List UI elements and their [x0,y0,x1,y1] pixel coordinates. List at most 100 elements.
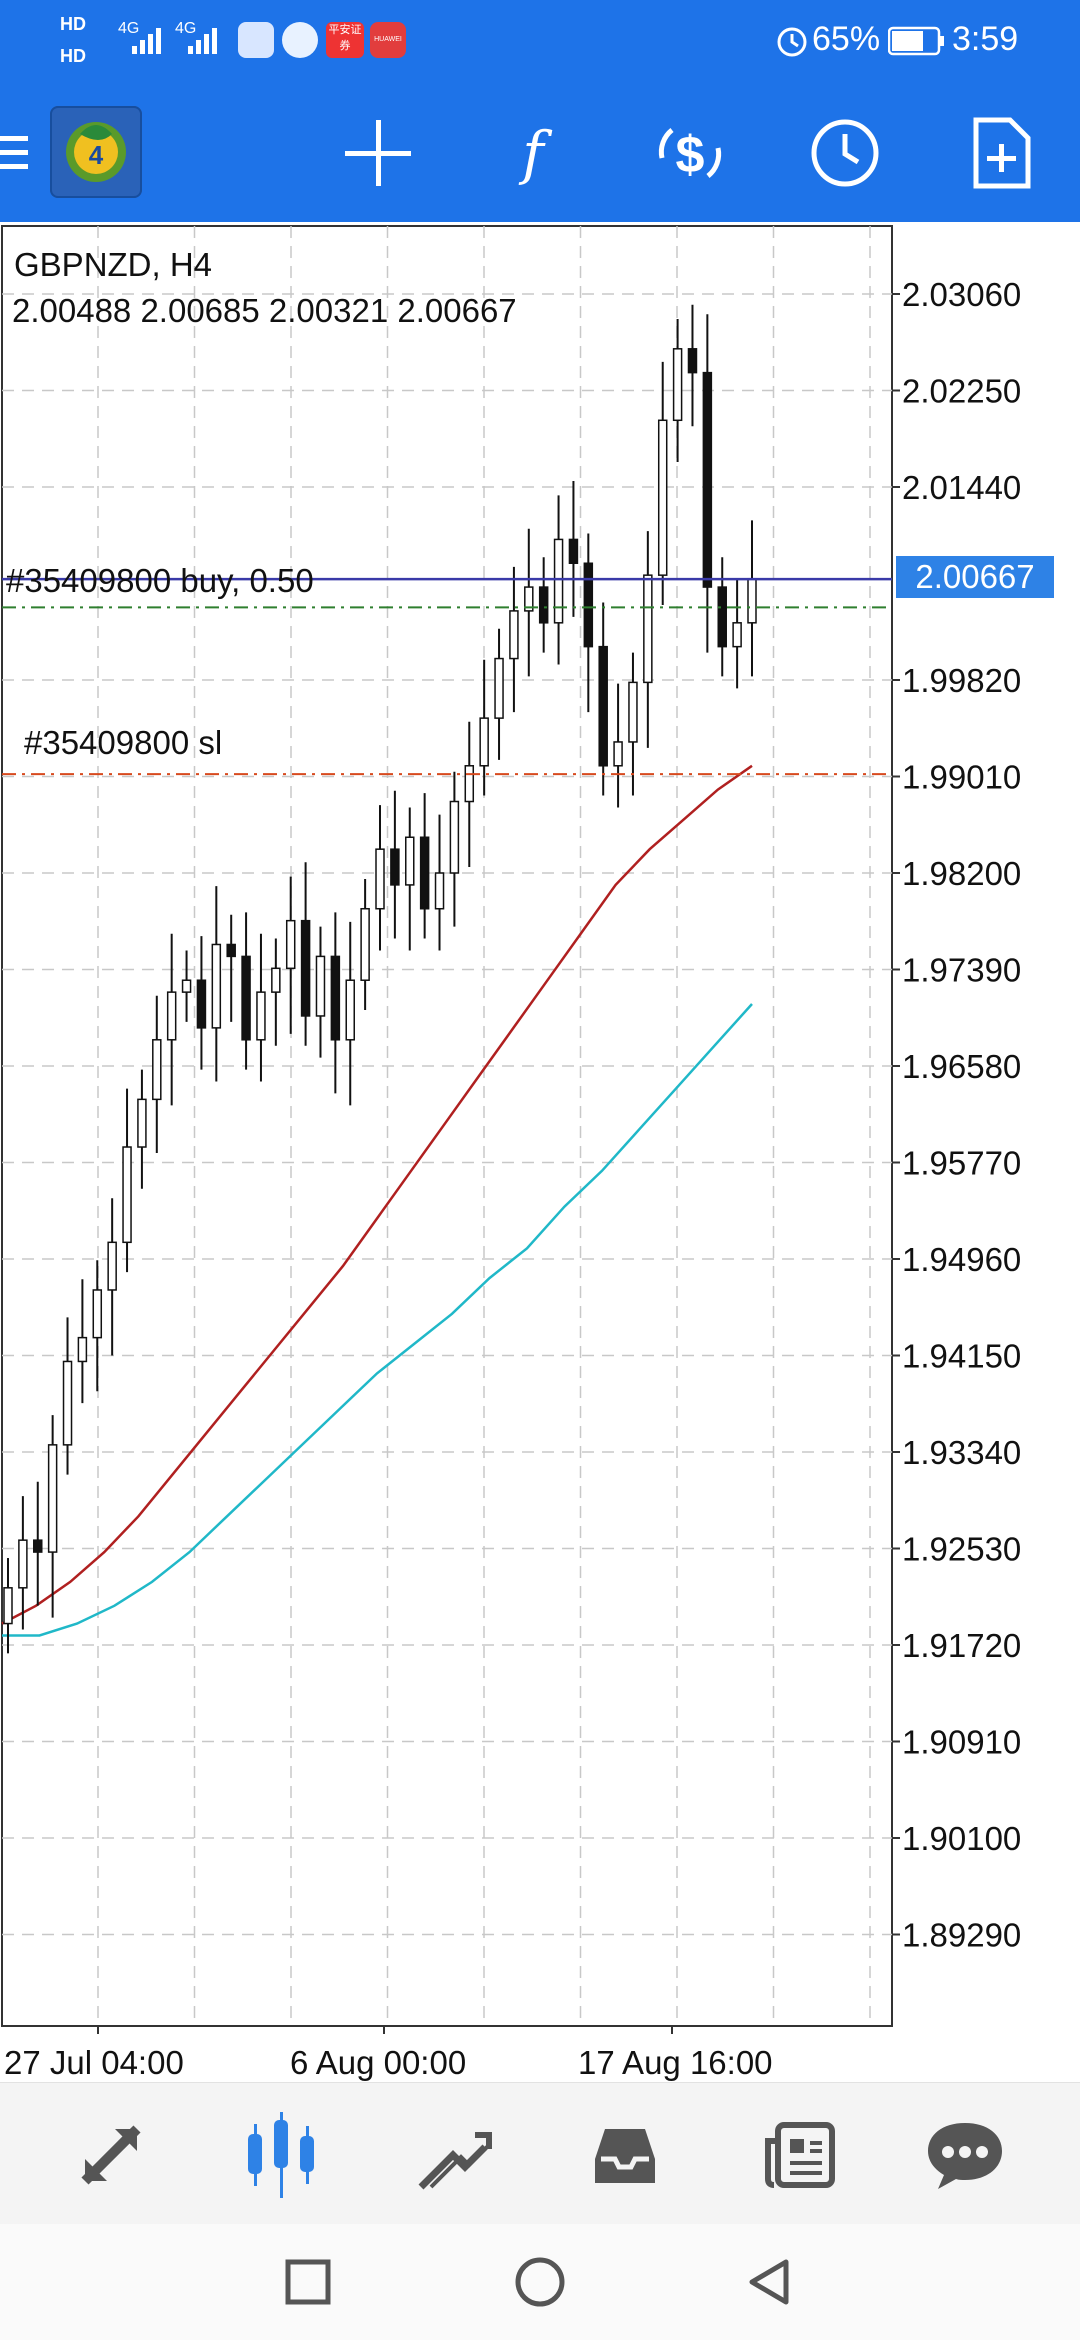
candle-body [643,574,653,684]
huawei-app-icon: HUAWEI [370,22,406,58]
indicators-icon[interactable]: f [488,108,578,198]
candle-body [553,538,564,624]
time-axis-label: 27 Jul 04:00 [4,2044,184,2081]
price-axis-label: 1.99010 [902,759,1021,796]
candle-body [538,586,549,624]
candle-body [613,741,623,767]
quotes-icon[interactable] [56,2100,166,2210]
candle-body [360,907,370,981]
candle-body [657,419,668,576]
ohlc-values: 2.00488 2.00685 2.00321 2.00667 [12,292,517,329]
symbol-timeframe-label: GBPNZD, H4 [14,246,213,283]
mt4-logo-icon[interactable]: 4 [50,106,142,198]
price-axis-label: 1.91720 [902,1627,1021,1664]
candle-body [330,955,341,1041]
history-icon[interactable] [570,2100,680,2210]
candle-body [122,1146,132,1244]
chart-icon[interactable] [226,2100,336,2210]
current-price-badge: 2.00667 [896,556,1054,598]
candle-body [449,800,460,874]
battery-icon [888,26,944,56]
candle-body [568,538,579,564]
new-order-icon[interactable] [957,108,1047,198]
price-axis-label: 1.90100 [902,1820,1021,1857]
candle-body [77,1336,88,1363]
price-axis-label: 1.89290 [902,1917,1021,1954]
candle-body [137,1098,147,1148]
hd-label-1: HD [60,14,86,34]
candle-body [687,348,698,374]
trade-tab-icon[interactable] [398,2100,508,2210]
price-axis-label: 1.90910 [902,1724,1021,1761]
candle-body [152,1039,162,1101]
price-axis-label: 1.96580 [902,1048,1021,1085]
price-axis-label: 2.03060 [902,276,1021,313]
price-axis-label: 1.95770 [902,1145,1021,1182]
candle-body [628,681,638,743]
candle-body [672,348,683,422]
price-axis-label: 2.01440 [902,469,1021,506]
candle-body [747,577,757,624]
news-icon[interactable] [745,2100,855,2210]
candle-body [464,765,475,803]
candle-body [583,562,594,648]
candle-body [494,657,504,719]
candle-body [345,979,355,1041]
candle-body [405,836,415,886]
crosshair-icon[interactable] [333,108,423,198]
candle-body [256,991,266,1041]
candle-body [271,967,281,993]
candle-body [717,586,727,648]
candle-body [166,991,177,1041]
candle-body [3,1587,13,1625]
candle-body [62,1360,73,1446]
price-axis-label: 1.94150 [902,1338,1021,1375]
price-axis-label: 1.94960 [902,1241,1021,1278]
order-label: #35409800 buy, 0.50 [6,562,314,599]
candle-body [524,586,534,612]
back-icon[interactable] [730,2242,810,2322]
alarm-icon [777,27,807,57]
price-axis-label: 1.98200 [902,855,1021,892]
bottom-tab-bar [0,2082,1080,2225]
candle-body [315,955,326,1017]
candle-body [92,1289,103,1339]
candle-body [285,919,296,970]
price-axis-label: 1.93340 [902,1434,1021,1471]
trade-icon[interactable]: $ [645,108,735,198]
candle-body [211,943,222,1029]
candle-body [509,610,519,660]
app-notification-icon [238,22,274,58]
status-bar: HD HD 4G 4G 平安证券 HUAWEI 65% 3:59 [0,0,1080,84]
menu-icon[interactable] [0,108,44,198]
recents-icon[interactable] [268,2242,348,2322]
price-chart[interactable]: 2.03060 2.02250 2.01440 1.99820 1.99010 1.982… [0,222,1080,2082]
candle-body [479,717,489,767]
candle-body [196,979,207,1029]
moving-average-cyan [2,1003,753,1637]
network-4g-label-2: 4G [175,20,197,37]
price-axis-label: 1.92530 [902,1531,1021,1568]
stop-loss-label: #35409800 sl [24,724,223,761]
candle-body [107,1241,117,1291]
svg-text:4: 4 [89,140,104,170]
price-axis-label: 2.02250 [902,373,1021,410]
timeframe-icon[interactable] [800,108,890,198]
candle-body [390,848,400,886]
messages-icon[interactable] [910,2100,1020,2210]
chart-area[interactable]: 2.03060 2.02250 2.01440 1.99820 1.99010 1.982… [0,222,1080,2082]
candle-body [226,943,236,958]
browser-notification-icon [282,22,318,58]
home-icon[interactable] [500,2242,580,2322]
price-axis-label: 1.97390 [902,952,1021,989]
candle-body [732,622,742,648]
candle-body [241,955,251,1041]
top-toolbar [0,84,1080,222]
signal-icon-2 [188,28,217,54]
moving-average-red [1,764,753,1625]
system-nav-bar [0,2224,1080,2340]
network-4g-label: 4G [118,20,140,37]
chart-frame [1,225,893,2027]
candle-body [598,645,608,767]
candle-body [33,1539,43,1553]
